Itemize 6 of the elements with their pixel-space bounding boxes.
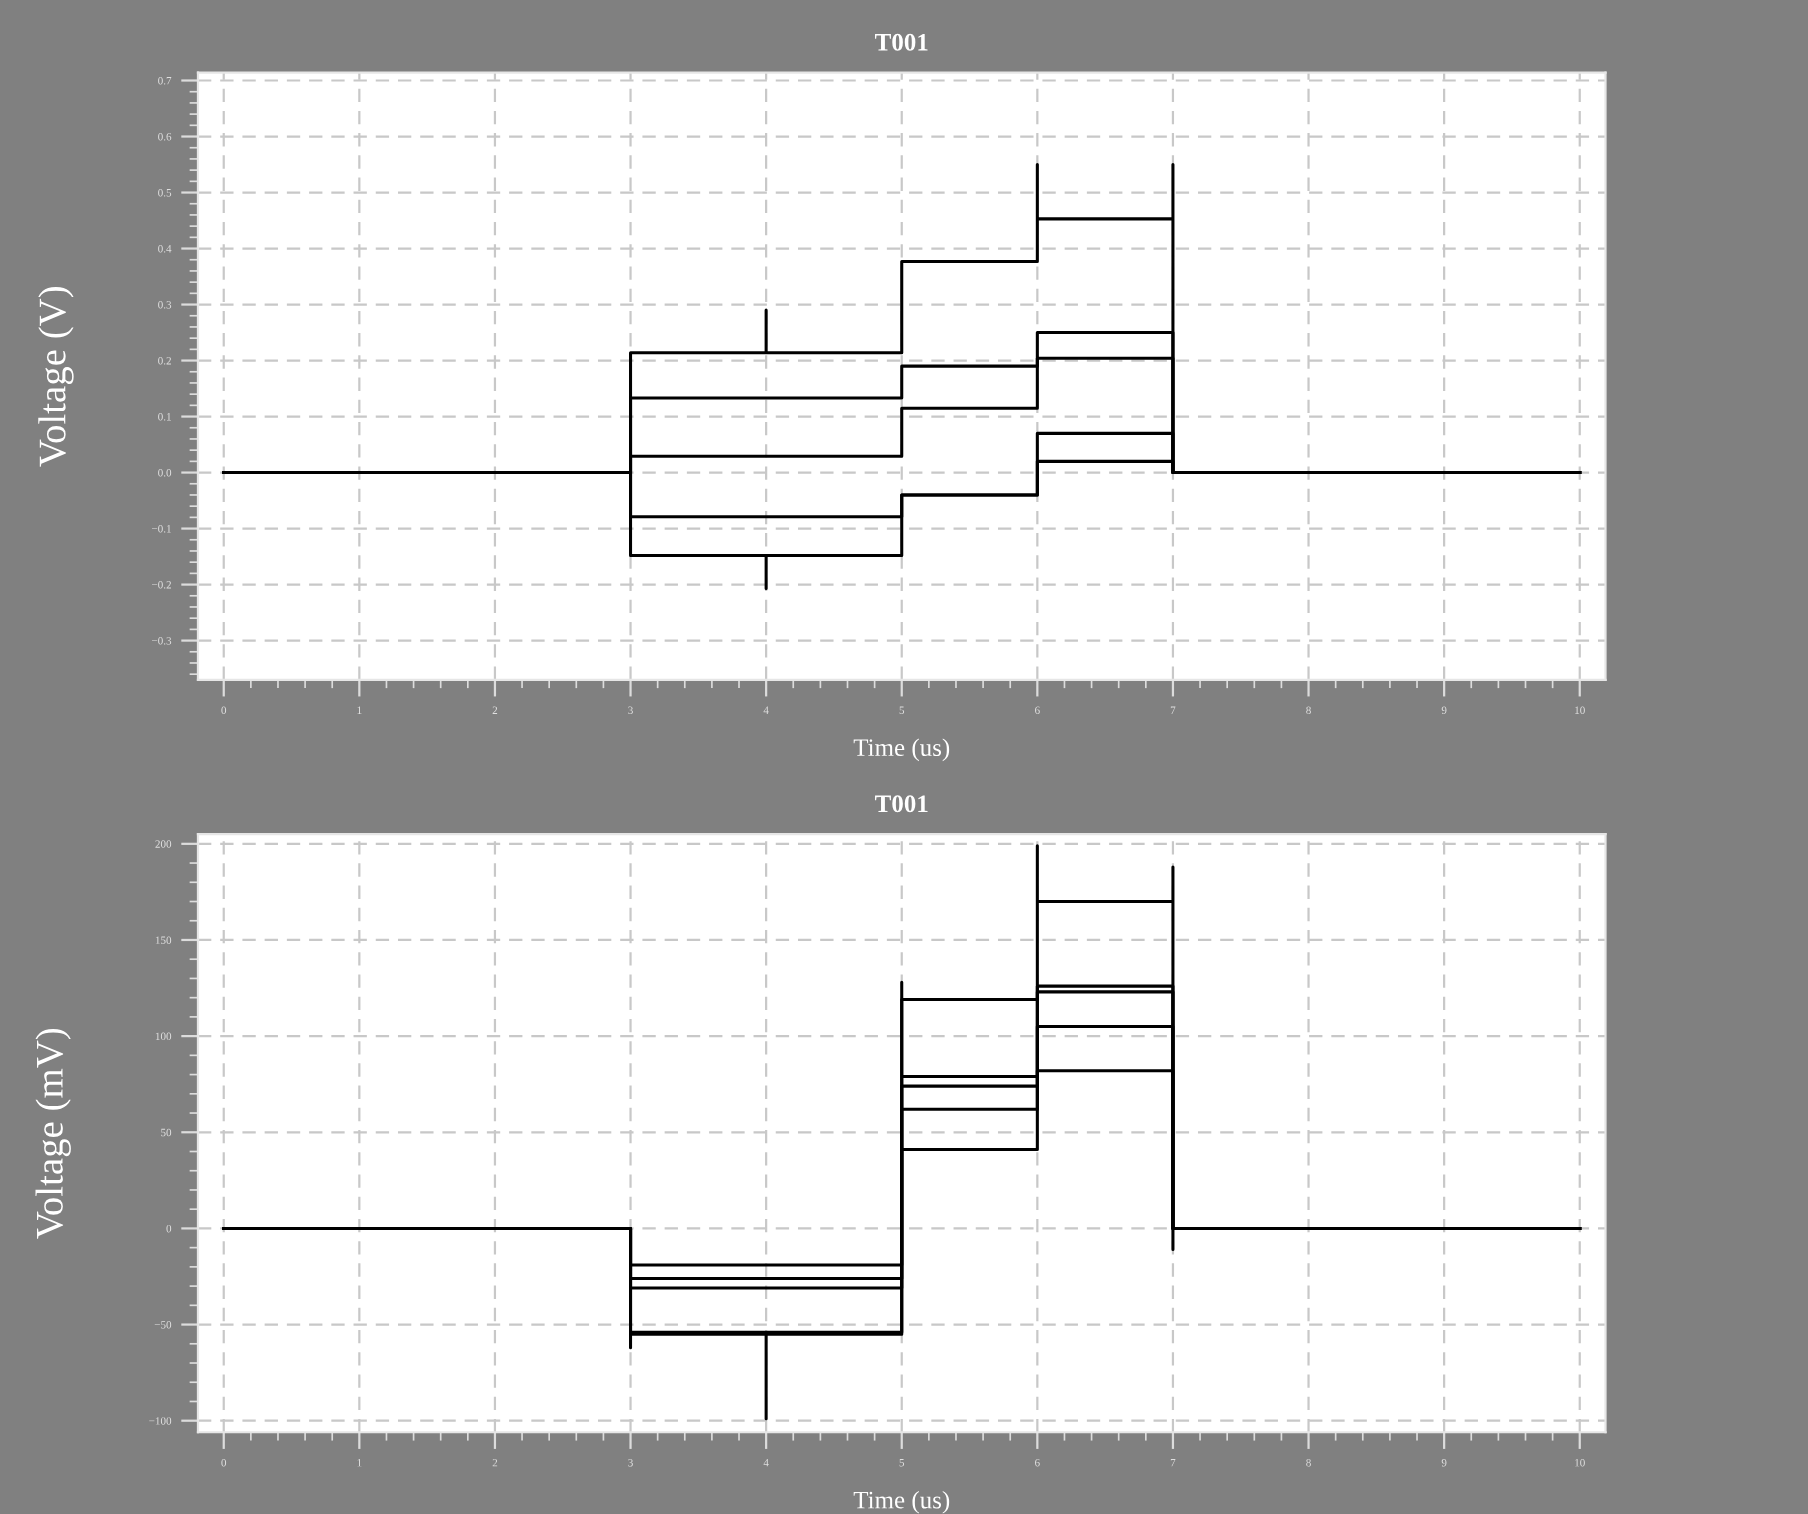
- chart-title: T001: [875, 33, 928, 51]
- x-axis-title: Time (us): [853, 1490, 950, 1514]
- y-axis-title: Voltage (mV): [35, 1028, 71, 1239]
- chart-title: T001: [875, 795, 928, 813]
- x-axis-title: Time (us): [853, 738, 950, 762]
- y-axis-title: Voltage (V): [38, 287, 74, 467]
